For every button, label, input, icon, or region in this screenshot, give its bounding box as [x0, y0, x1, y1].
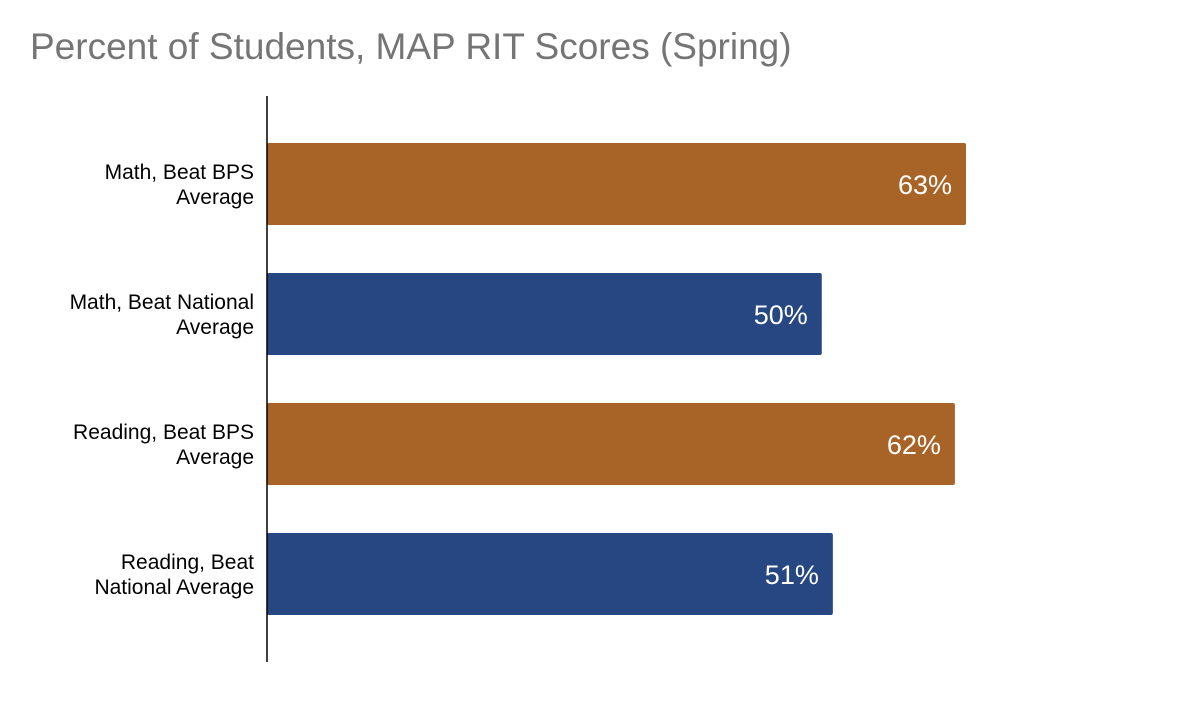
- category-label-2: Math, Beat National Average: [70, 291, 254, 339]
- bar-3: [267, 403, 955, 485]
- category-label-1: Math, Beat BPS Average: [105, 161, 254, 209]
- bar-2: [267, 273, 822, 355]
- value-labels-group: 63% 50% 62% 51%: [754, 170, 952, 590]
- chart-title: Percent of Students, MAP RIT Scores (Spr…: [30, 26, 792, 67]
- bars-group: [267, 143, 966, 615]
- category-label-4: Reading, Beat National Average: [94, 551, 254, 599]
- bar-4: [267, 533, 833, 615]
- data-label-2: 50%: [754, 300, 808, 330]
- category-labels-group: Math, Beat BPS Average Math, Beat National…: [70, 161, 255, 599]
- category-label-3: Reading, Beat BPS Average: [73, 421, 254, 469]
- bar-1: [267, 143, 966, 225]
- data-label-1: 63%: [898, 170, 952, 200]
- data-label-4: 51%: [765, 560, 819, 590]
- data-label-3: 62%: [887, 430, 941, 460]
